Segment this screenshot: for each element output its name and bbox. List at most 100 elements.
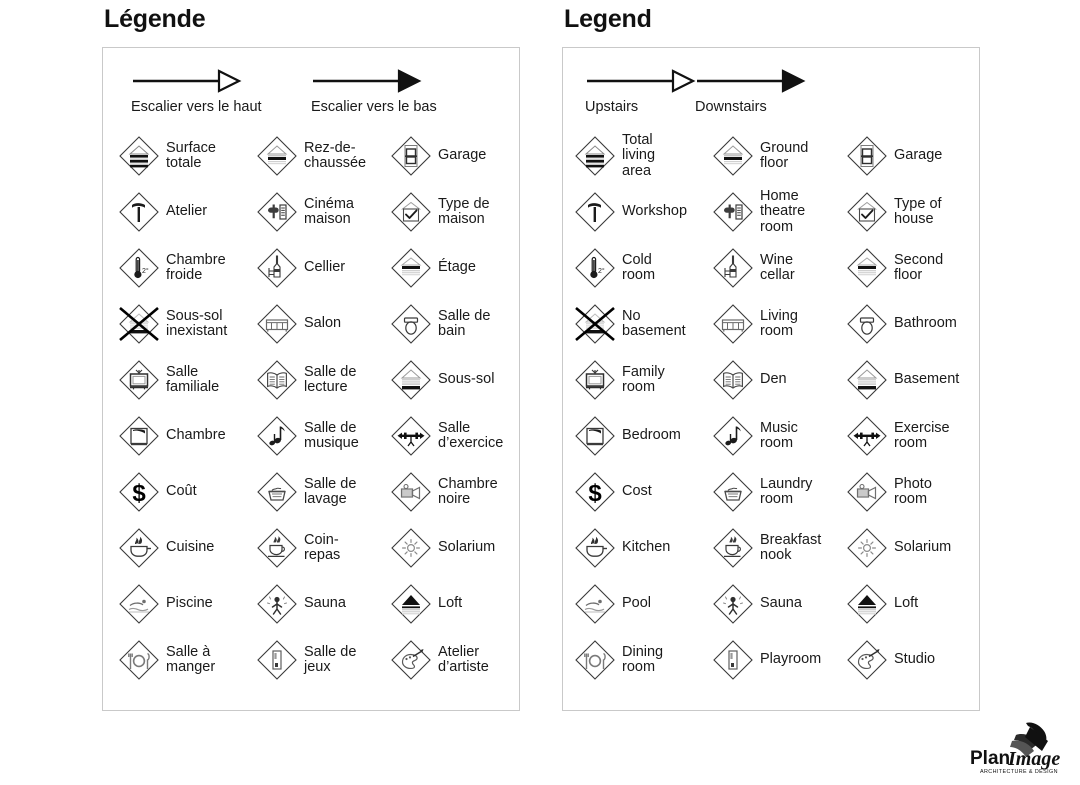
legend-entry-label: Photo room (894, 475, 932, 507)
legend-entry[interactable]: Loft (845, 576, 985, 632)
legend-entry[interactable]: Loft (389, 576, 529, 632)
legend-entry[interactable]: Coût (117, 464, 257, 520)
legend-entry[interactable]: Ground floor (711, 128, 851, 184)
legend-entry[interactable]: Cinéma maison (255, 184, 395, 240)
legend-entry-label: Dining room (622, 643, 664, 675)
legend-entry-label: Total living area (622, 131, 656, 179)
legend-entry-label: Type de maison (438, 195, 490, 227)
legend-entry-label: Salle de jeux (304, 643, 357, 675)
legend-entry-label: Salle de lecture (304, 363, 357, 395)
legend-entry[interactable]: Pool (573, 576, 713, 632)
legend-entry[interactable]: Basement (845, 352, 985, 408)
cost-dollar-icon (117, 470, 161, 514)
legend-entry[interactable]: Bedroom (573, 408, 713, 464)
legend-entry[interactable]: Surface totale (117, 128, 257, 184)
legend-entry[interactable]: Piscine (117, 576, 257, 632)
den-book-icon (255, 358, 299, 402)
legend-entry-label: Cinéma maison (304, 195, 354, 227)
legend-entry[interactable]: Playroom (711, 632, 851, 688)
legend-entry-label: Cellier (304, 259, 346, 276)
breakfast-nook-cup-icon (255, 526, 299, 570)
legend-entry-label: Garage (438, 147, 487, 164)
legend-entry-label: Cold room (622, 251, 656, 283)
basement-icon (845, 358, 889, 402)
legend-entry-label: Salle de lavage (304, 475, 357, 507)
second-floor-icon (845, 246, 889, 290)
laundry-room-basket-icon (711, 470, 755, 514)
legend-entry-label: Salle d’exercice (438, 419, 504, 451)
legend-entry[interactable]: Étage (389, 240, 529, 296)
legend-entry[interactable]: Salle de musique (255, 408, 395, 464)
legend-entry[interactable]: Photo room (845, 464, 985, 520)
legend-entry[interactable]: Solarium (845, 520, 985, 576)
stairs-item-upstairs: Upstairs (585, 68, 701, 115)
legend-entry[interactable]: Atelier d’artiste (389, 632, 529, 688)
legend-entry[interactable]: Bathroom (845, 296, 985, 352)
legend-entry[interactable]: Chambre (117, 408, 257, 464)
legend-entry[interactable]: Cold room (573, 240, 713, 296)
cold-room-thermometer-icon (573, 246, 617, 290)
legend-entry[interactable]: Sous-sol inexistant (117, 296, 257, 352)
legend-entry[interactable]: Salon (255, 296, 395, 352)
legend-entry[interactable]: Total living area (573, 128, 713, 184)
legend-entry[interactable]: Cost (573, 464, 713, 520)
dining-room-cutlery-icon (117, 638, 161, 682)
legend-entry[interactable]: Cuisine (117, 520, 257, 576)
logo-secondary-text: Image (1007, 748, 1060, 770)
legend-entry-label: Sous-sol (438, 371, 495, 388)
legend-entry-label: Den (760, 371, 787, 388)
legend-entry[interactable]: Garage (389, 128, 529, 184)
legend-entry[interactable]: Salle familiale (117, 352, 257, 408)
legend-entry[interactable]: Kitchen (573, 520, 713, 576)
legend-entry[interactable]: Wine cellar (711, 240, 851, 296)
playroom-icon (711, 638, 755, 682)
legend-entry[interactable]: Music room (711, 408, 851, 464)
panel-title-en: Legend (564, 5, 652, 33)
legend-entry[interactable]: Sauna (255, 576, 395, 632)
legend-entry[interactable]: Cellier (255, 240, 395, 296)
ground-floor-icon (255, 134, 299, 178)
legend-entry-label: Coin- repas (304, 531, 341, 563)
legend-entry[interactable]: Exercise room (845, 408, 985, 464)
legend-entry[interactable]: Chambre froide (117, 240, 257, 296)
legend-entry[interactable]: Salle de bain (389, 296, 529, 352)
legend-entry[interactable]: Salle de jeux (255, 632, 395, 688)
home-theatre-icon (255, 190, 299, 234)
legend-entry[interactable]: Salle de lavage (255, 464, 395, 520)
legend-entry[interactable]: Dining room (573, 632, 713, 688)
bathroom-toilet-icon (845, 302, 889, 346)
legend-entry[interactable]: Rez-de- chaussée (255, 128, 395, 184)
legend-entry[interactable]: Den (711, 352, 851, 408)
legend-entry[interactable]: Salle à manger (117, 632, 257, 688)
legend-entry[interactable]: Atelier (117, 184, 257, 240)
legend-entry-label: Piscine (166, 595, 213, 612)
legend-entry[interactable]: Salle de lecture (255, 352, 395, 408)
legend-entry[interactable]: Home theatre room (711, 184, 851, 240)
legend-entry[interactable]: Laundry room (711, 464, 851, 520)
laundry-room-basket-icon (255, 470, 299, 514)
legend-entry[interactable]: No basement (573, 296, 713, 352)
legend-entry[interactable]: Salle d’exercice (389, 408, 529, 464)
legend-entry[interactable]: Workshop (573, 184, 713, 240)
legend-entry[interactable]: Second floor (845, 240, 985, 296)
den-book-icon (711, 358, 755, 402)
legend-entry-label: Pool (622, 595, 652, 612)
legend-entry[interactable]: Family room (573, 352, 713, 408)
logo-primary-text: Plan (970, 748, 1010, 769)
legend-column-0: Surface totale Atelier Chambre froide Sous-… (117, 128, 257, 688)
legend-entry[interactable]: Studio (845, 632, 985, 688)
legend-entry[interactable]: Type de maison (389, 184, 529, 240)
pool-swimmer-icon (573, 582, 617, 626)
legend-entry[interactable]: Coin- repas (255, 520, 395, 576)
kitchen-pot-icon (117, 526, 161, 570)
legend-entry[interactable]: Garage (845, 128, 985, 184)
legend-entry[interactable]: Breakfast nook (711, 520, 851, 576)
legend-entry[interactable]: Sous-sol (389, 352, 529, 408)
exercise-room-barbell-icon (389, 414, 433, 458)
legend-entry[interactable]: Chambre noire (389, 464, 529, 520)
legend-entry[interactable]: Sauna (711, 576, 851, 632)
legend-entry[interactable]: Solarium (389, 520, 529, 576)
legend-entry[interactable]: Type of house (845, 184, 985, 240)
playroom-icon (255, 638, 299, 682)
legend-entry[interactable]: Living room (711, 296, 851, 352)
